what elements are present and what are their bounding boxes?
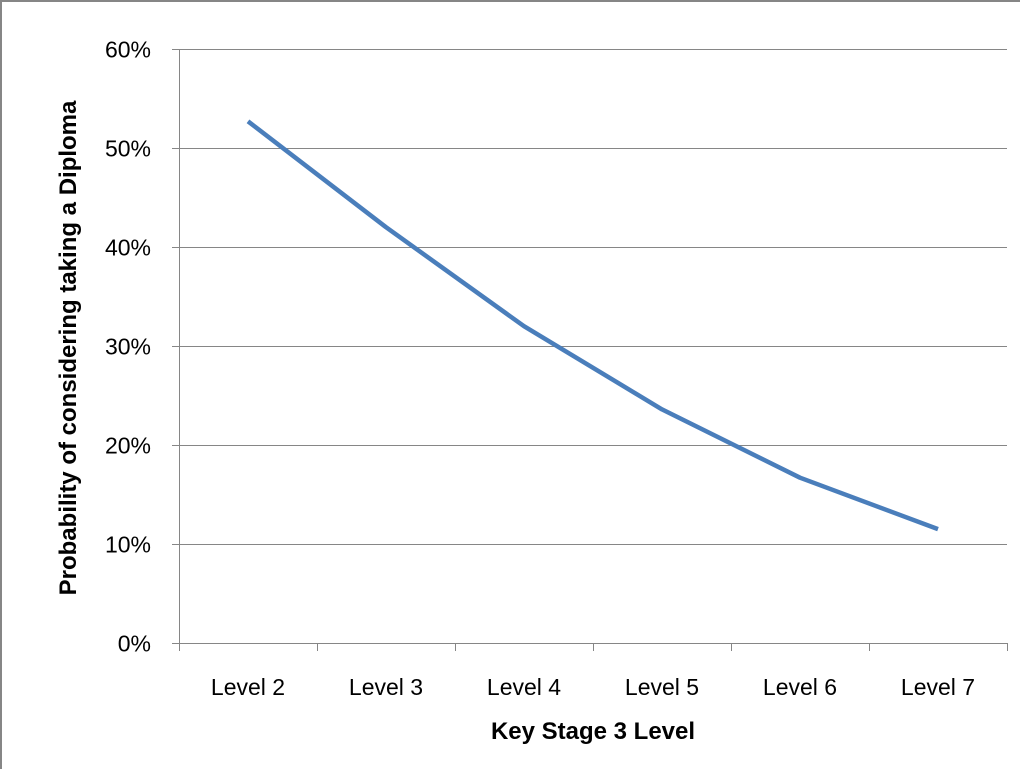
x-tick-label: Level 6 [763,674,837,700]
series-group [246,119,939,532]
y-tick-label: 10% [105,532,151,558]
y-axis-title: Probability of considering taking a Dipl… [55,100,82,595]
y-tick-label: 30% [105,334,151,360]
x-tick-label: Level 4 [487,674,561,700]
y-tick-label: 40% [105,235,151,261]
y-axis-tick-labels: 0% 10% 20% 30% 40% 50% 60% [105,37,151,657]
y-tick-label: 50% [105,136,151,162]
x-tick-label: Level 2 [211,674,285,700]
x-tick-label: Level 3 [349,674,423,700]
x-tick-label: Level 7 [901,674,975,700]
x-axis-tick-labels: Level 2 Level 3 Level 4 Level 5 Level 6 Level… [211,674,975,700]
x-tick-label: Level 5 [625,674,699,700]
axes [172,49,1008,651]
y-tick-label: 20% [105,433,151,459]
y-tick-label: 0% [118,631,151,657]
x-axis-title: Key Stage 3 Level [491,718,695,745]
y-tick-label: 60% [105,37,151,63]
gridlines [179,49,1007,545]
series-line [246,119,939,532]
